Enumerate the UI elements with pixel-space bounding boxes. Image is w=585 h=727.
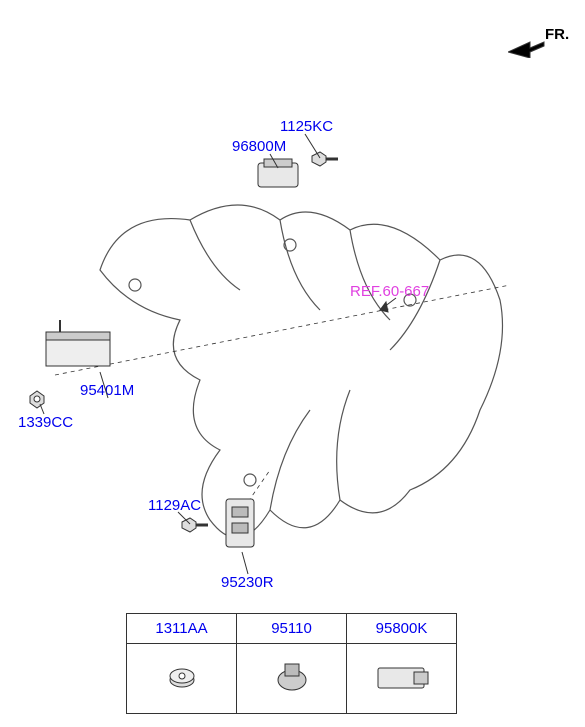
sensor-95110-icon xyxy=(269,658,315,696)
parts-col-95800k[interactable]: 95800K xyxy=(347,614,457,644)
leader-lines xyxy=(0,0,585,600)
module-95800k-icon xyxy=(372,660,432,694)
parts-cell-95800k-img xyxy=(347,644,457,714)
parts-table: 1311AA 95110 95800K xyxy=(126,613,457,714)
parts-cell-1311aa-img xyxy=(127,644,237,714)
parts-cell-95110-img xyxy=(237,644,347,714)
parts-col-1311aa[interactable]: 1311AA xyxy=(127,614,237,644)
nut-1311aa-icon xyxy=(162,662,202,692)
parts-col-95110[interactable]: 95110 xyxy=(237,614,347,644)
